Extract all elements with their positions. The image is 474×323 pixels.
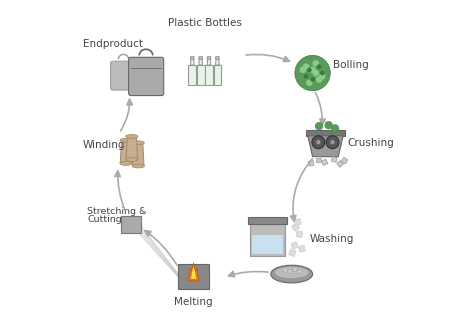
Circle shape — [331, 124, 339, 132]
Text: Washing: Washing — [310, 234, 354, 244]
Polygon shape — [216, 57, 219, 59]
Circle shape — [298, 269, 302, 274]
Circle shape — [292, 267, 297, 272]
FancyBboxPatch shape — [128, 57, 164, 96]
Polygon shape — [289, 249, 296, 256]
Polygon shape — [306, 130, 345, 136]
Circle shape — [308, 68, 311, 71]
Ellipse shape — [132, 141, 145, 145]
Polygon shape — [291, 242, 298, 249]
Text: Plastic Bottles: Plastic Bottles — [168, 18, 242, 28]
Text: Winding: Winding — [82, 141, 125, 151]
FancyBboxPatch shape — [247, 217, 288, 224]
Ellipse shape — [271, 265, 312, 283]
Text: Endproduct: Endproduct — [82, 39, 143, 49]
Circle shape — [301, 67, 306, 72]
Circle shape — [307, 80, 312, 85]
Circle shape — [303, 64, 309, 69]
Polygon shape — [191, 59, 194, 65]
Polygon shape — [296, 231, 303, 237]
Ellipse shape — [275, 267, 309, 278]
Text: Cutting: Cutting — [87, 215, 122, 224]
Circle shape — [310, 67, 315, 72]
Circle shape — [295, 55, 330, 91]
FancyBboxPatch shape — [110, 61, 137, 90]
Ellipse shape — [132, 164, 145, 168]
Polygon shape — [316, 158, 320, 162]
Text: Bolling: Bolling — [333, 60, 369, 70]
Polygon shape — [189, 65, 196, 85]
Circle shape — [326, 136, 339, 149]
Polygon shape — [299, 245, 306, 252]
Ellipse shape — [120, 138, 132, 142]
Polygon shape — [205, 65, 213, 85]
FancyBboxPatch shape — [252, 235, 283, 255]
Circle shape — [317, 77, 321, 82]
Ellipse shape — [126, 158, 138, 162]
Text: Stretching &: Stretching & — [87, 207, 147, 216]
Polygon shape — [331, 156, 337, 162]
Polygon shape — [197, 65, 204, 85]
Ellipse shape — [120, 162, 132, 165]
Circle shape — [311, 78, 314, 81]
Polygon shape — [199, 57, 202, 59]
Polygon shape — [337, 161, 344, 167]
Circle shape — [318, 65, 320, 68]
Polygon shape — [132, 143, 144, 166]
Polygon shape — [308, 136, 343, 157]
Circle shape — [330, 140, 335, 145]
FancyBboxPatch shape — [250, 224, 285, 256]
Polygon shape — [189, 263, 199, 281]
Polygon shape — [213, 65, 221, 85]
Polygon shape — [191, 57, 194, 59]
FancyBboxPatch shape — [120, 215, 141, 233]
Polygon shape — [216, 59, 219, 65]
Circle shape — [320, 71, 324, 75]
Circle shape — [325, 121, 333, 129]
Polygon shape — [321, 159, 328, 165]
Polygon shape — [309, 161, 314, 166]
Polygon shape — [295, 219, 301, 225]
Circle shape — [316, 140, 321, 145]
Circle shape — [312, 136, 325, 149]
Text: Crushing: Crushing — [347, 138, 394, 148]
Circle shape — [313, 70, 319, 76]
Circle shape — [288, 269, 292, 274]
Circle shape — [315, 122, 323, 130]
Polygon shape — [207, 59, 211, 65]
FancyBboxPatch shape — [179, 264, 209, 289]
Polygon shape — [120, 140, 132, 163]
Polygon shape — [191, 267, 196, 279]
Circle shape — [319, 74, 325, 79]
Polygon shape — [341, 157, 348, 164]
Circle shape — [283, 268, 288, 273]
Text: Melting: Melting — [174, 297, 213, 307]
Circle shape — [313, 61, 319, 66]
Polygon shape — [126, 136, 137, 160]
Polygon shape — [292, 223, 300, 231]
Circle shape — [304, 75, 308, 78]
Polygon shape — [207, 57, 211, 59]
Polygon shape — [199, 59, 202, 65]
Ellipse shape — [126, 134, 138, 138]
